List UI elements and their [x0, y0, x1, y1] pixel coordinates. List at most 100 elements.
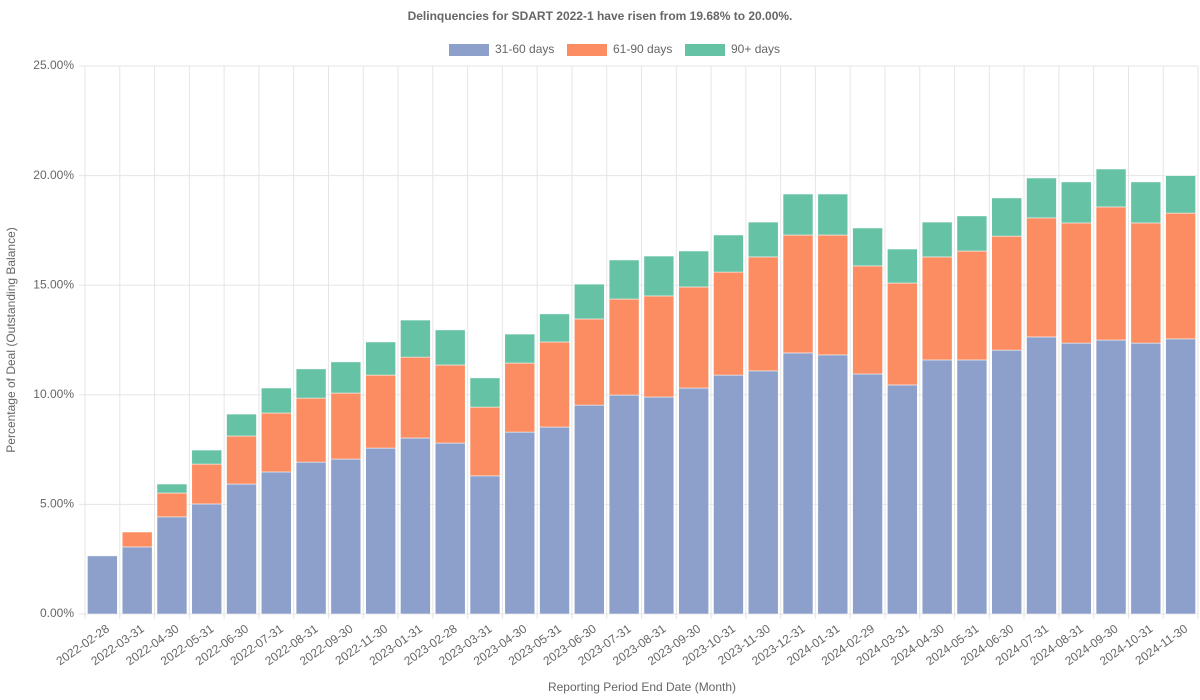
bar-segment: [852, 227, 883, 267]
bar-segment: [817, 354, 849, 615]
x-axis-label: Reporting Period End Date (Month): [548, 680, 736, 694]
bar-segment: [1061, 222, 1092, 344]
bar-segment: [713, 374, 744, 615]
bar-segment: [608, 259, 640, 300]
bar-segment: [365, 447, 396, 615]
bar-segment: [504, 333, 535, 364]
bar-segment: [469, 475, 501, 615]
bar-segment: [748, 370, 779, 615]
bar-segment: [191, 463, 222, 505]
bar-segment: [1026, 177, 1057, 219]
bar-segment: [1130, 222, 1162, 344]
bar-segment: [469, 377, 501, 408]
bar-segment: [887, 384, 918, 615]
bar-segment: [1130, 181, 1162, 224]
bar-segment: [921, 256, 953, 361]
bar-segment: [539, 313, 570, 343]
bar-segment: [678, 387, 709, 615]
bar-segment: [156, 492, 188, 518]
bar-segment: [713, 234, 744, 273]
legend-swatch[interactable]: [567, 44, 607, 56]
bar-segment: [574, 404, 605, 615]
bar-segment: [434, 329, 466, 366]
chart-title: Delinquencies for SDART 2022-1 have rise…: [408, 9, 793, 23]
bar-segment: [261, 412, 292, 473]
bar-segment: [295, 397, 327, 463]
bar-segment: [608, 394, 640, 615]
y-tick-label: 25.00%: [33, 58, 74, 72]
bar-segment: [539, 426, 570, 615]
bar-segment: [121, 546, 153, 615]
legend-swatch[interactable]: [685, 44, 725, 56]
bar-segment: [226, 435, 257, 485]
bar-segment: [434, 442, 466, 615]
bar-segment: [1165, 338, 1196, 615]
bar-segment: [991, 197, 1022, 237]
bar-segment: [226, 413, 257, 437]
y-tick-label: 10.00%: [33, 387, 74, 401]
bar-segment: [817, 234, 849, 356]
y-tick-label: 15.00%: [33, 277, 74, 291]
bar-segment: [956, 359, 988, 615]
bar-segment: [469, 406, 501, 477]
bar-segment: [191, 449, 222, 465]
bar-segment: [434, 364, 466, 444]
bar-segment: [782, 234, 814, 354]
bar-segment: [817, 193, 849, 236]
legend-label[interactable]: 61-90 days: [613, 42, 672, 56]
bar-segment: [1026, 217, 1057, 338]
bar-segment: [87, 555, 118, 615]
bar-segment: [365, 374, 396, 449]
bar-segment: [295, 461, 327, 615]
bar-segment: [226, 483, 257, 615]
bar-segment: [365, 341, 396, 376]
bar-segment: [643, 255, 675, 297]
bar-segment: [156, 516, 188, 615]
bar-segment: [678, 286, 709, 389]
bar-segment: [852, 265, 883, 375]
bar-segment: [295, 368, 327, 399]
bar-segment: [887, 248, 918, 284]
bar-segment: [400, 437, 431, 615]
bar-segment: [852, 373, 883, 615]
bar-segment: [887, 282, 918, 386]
bar-segment: [1061, 342, 1092, 615]
bar-segment: [1061, 181, 1092, 224]
y-axis-label: Percentage of Deal (Outstanding Balance): [4, 227, 18, 452]
bar-segment: [539, 341, 570, 428]
bar-segment: [1095, 206, 1127, 341]
bar-segment: [713, 271, 744, 376]
bar-segment: [330, 361, 362, 394]
bar-segment: [1095, 339, 1127, 615]
bar-segment: [956, 250, 988, 361]
bar-segment: [956, 215, 988, 252]
bar-segment: [400, 319, 431, 358]
bar-segment: [191, 503, 222, 615]
bar-segment: [608, 298, 640, 396]
bar-segment: [991, 235, 1022, 351]
legend-label[interactable]: 31-60 days: [495, 42, 554, 56]
bar-segment: [748, 221, 779, 258]
legend-swatch[interactable]: [449, 44, 489, 56]
bar-segment: [748, 256, 779, 372]
bar-segment: [156, 483, 188, 494]
y-tick-label: 0.00%: [40, 606, 74, 620]
bar-segment: [782, 352, 814, 615]
bar-segment: [261, 471, 292, 615]
bar-segment: [1165, 175, 1196, 214]
bar-segment: [330, 458, 362, 615]
bar-segment: [504, 362, 535, 433]
bar-segment: [782, 193, 814, 236]
bar-segment: [991, 349, 1022, 615]
bar-segment: [1026, 336, 1057, 615]
bar-segment: [1130, 342, 1162, 615]
bar-segment: [1095, 168, 1127, 208]
bar-segment: [330, 392, 362, 460]
bar-segment: [678, 250, 709, 288]
bar-segment: [400, 356, 431, 439]
bar-segment: [643, 396, 675, 615]
bar-segment: [574, 283, 605, 320]
legend-label[interactable]: 90+ days: [731, 42, 780, 56]
y-tick-label: 20.00%: [33, 168, 74, 182]
bar-segment: [574, 318, 605, 406]
